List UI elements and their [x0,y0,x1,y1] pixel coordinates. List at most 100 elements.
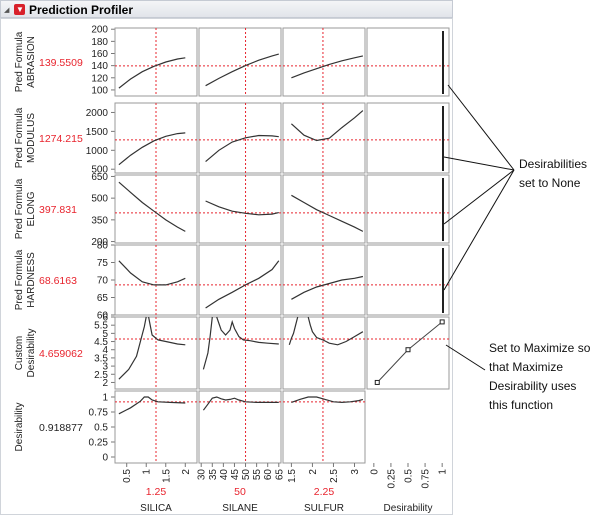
x-tick-label: 30 [197,469,208,481]
desirability-cell[interactable] [366,316,450,390]
x-tick-label: 2 [181,469,192,475]
callout-leader-line [443,169,515,291]
callout-text: Set to Maximize so [489,341,591,355]
callout-text: this function [489,398,553,412]
factor-name: SULFUR [304,503,344,514]
row-label-line1: Pred Formula [14,178,25,239]
profile-cell[interactable] [114,244,198,316]
profile-cell[interactable] [282,390,366,464]
panel-title: Prediction Profiler [29,3,134,17]
x-tick-label: 40 [219,469,230,481]
y-tick-label: 2000 [86,108,109,119]
response-curve [216,316,279,345]
profile-cell[interactable] [198,27,282,97]
y-tick-label: 60 [97,311,109,322]
y-tick-label: 3.5 [94,353,108,364]
x-tick-label: 2 [308,469,319,475]
x-tick-label: 1.5 [287,469,298,483]
callout-leader-line [447,84,515,171]
response-curve [148,316,186,346]
response-curve [118,396,186,415]
x-tick-label: 0 [369,469,380,475]
x-tick-label: 3 [350,469,361,475]
response-curve [291,396,364,404]
callout-leader-line [445,344,486,371]
desirability-cell[interactable] [366,244,450,316]
y-tick-label: 1000 [86,146,109,157]
row-current-value: 4.659062 [39,348,83,360]
red-triangle-menu-button[interactable]: ▼ [14,4,25,15]
y-tick-label: 6 [102,313,108,324]
x-tick-label: 35 [208,469,219,481]
desirability-cell[interactable] [366,27,450,97]
y-tick-label: 75 [97,258,109,269]
y-tick-label: 180 [91,37,108,48]
row-label-line2: ELONG [26,191,37,226]
row-label-line2: MODULUS [26,113,37,163]
response-curve [205,134,279,163]
row-current-value: 0.918877 [39,422,83,434]
response-curve [118,57,186,89]
response-curve [202,396,279,411]
callout-text: Desirabilities [519,157,587,171]
profile-cell[interactable] [198,316,282,390]
row-label-line1: Custom [14,336,25,370]
y-tick-label: 500 [91,165,108,176]
y-tick-label: 5.5 [94,321,108,332]
row-current-value: 68.6163 [39,275,77,287]
y-tick-label: 80 [97,241,109,252]
y-tick-label: 200 [91,237,108,248]
callout-text: set to None [519,176,581,190]
response-curve [118,316,147,380]
factor-current-value: 50 [234,486,246,498]
profile-cell[interactable] [282,27,366,97]
response-curve [290,110,364,142]
x-tick-label: 1.5 [161,469,172,483]
y-tick-label: 500 [91,194,108,205]
response-curve [205,260,280,309]
profile-cell[interactable] [198,102,282,174]
y-tick-label: 2 [102,378,108,389]
y-tick-label: 4.5 [94,337,108,348]
response-curve [118,181,186,232]
prediction-profiler-plot: Pred Formula ABRASION 139.5509200180160140… [0,18,591,515]
desirability-handle[interactable] [374,379,380,385]
row-label-line1: Pred Formula [14,31,25,92]
x-tick-label: 65 [274,469,285,481]
response-curve [202,316,213,370]
y-tick-label: 70 [97,276,109,287]
y-tick-label: 1500 [86,127,109,138]
row-current-value: 139.5509 [39,57,83,69]
y-tick-label: 3 [102,362,108,373]
profile-cell[interactable] [282,244,366,316]
response-curve [118,260,186,286]
y-tick-label: 100 [91,85,108,96]
desirability-handle[interactable] [405,347,411,353]
dropdown-arrow-icon: ▼ [16,5,24,14]
profile-cell[interactable] [282,102,366,174]
desirability-cell[interactable] [366,174,450,244]
profile-cell[interactable] [114,102,198,174]
response-curve [288,316,299,345]
response-curve [118,132,186,166]
y-tick-label: 2.5 [94,370,108,381]
profile-cell[interactable] [198,174,282,244]
desirability-cell[interactable] [366,102,450,174]
callout-leader-line [443,156,515,171]
row-current-value: 397.831 [39,204,77,216]
row-label-line1: Pred Formula [14,249,25,310]
profile-cell[interactable] [282,316,366,390]
profiler-frame [0,18,453,515]
row-label-line1: Pred Formula [14,107,25,168]
y-tick-label: 0 [102,453,108,464]
response-curve [291,194,364,232]
y-tick-label: 200 [91,25,108,36]
row-label-line2: ABRASION [26,36,37,88]
x-tick-label: 1 [142,469,153,475]
x-tick-label: 50 [241,469,252,481]
callout-text: Desirability uses [489,379,576,393]
profile-cell[interactable] [282,174,366,244]
collapse-triangle-icon[interactable]: ◢ [4,7,10,14]
response-curve [291,55,364,79]
desirability-handle[interactable] [439,319,445,325]
